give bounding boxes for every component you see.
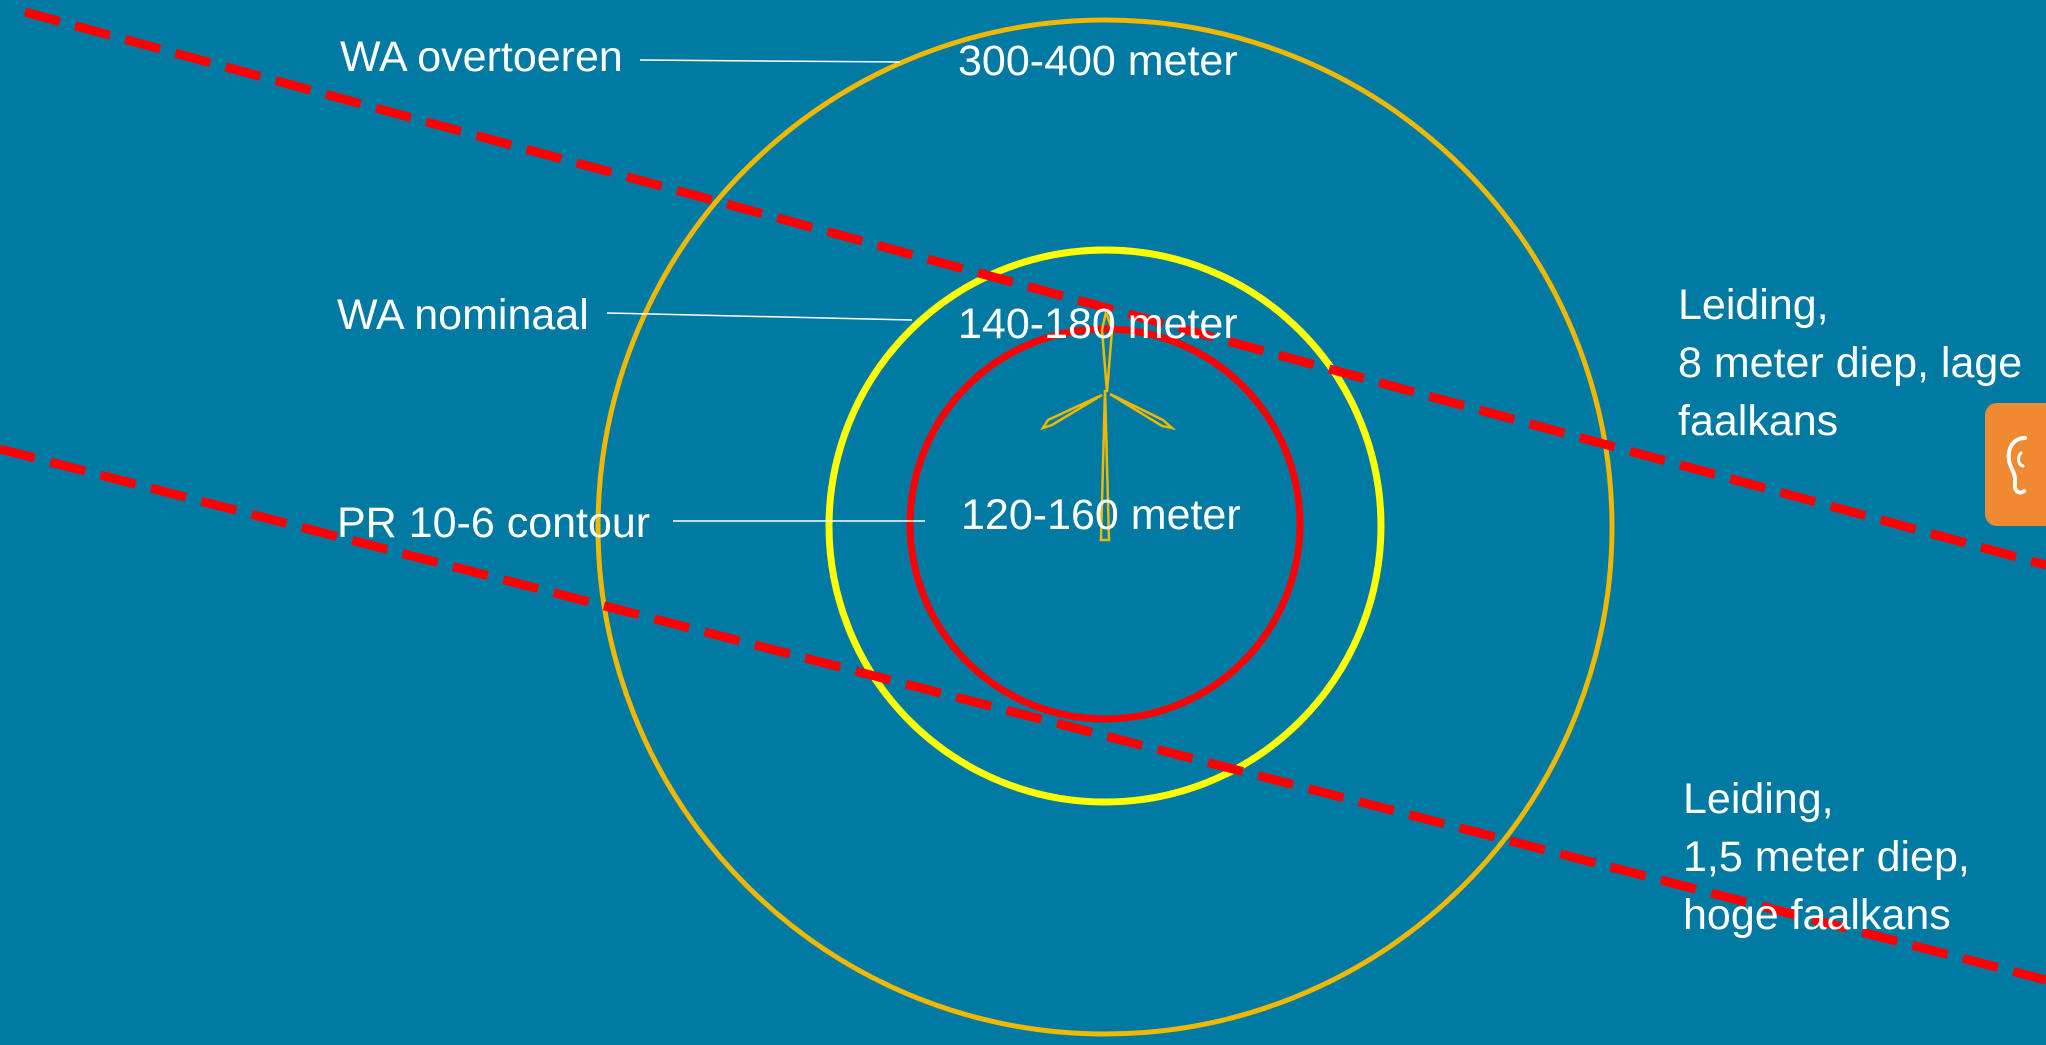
- distance-overtoeren: 300-400 meter: [958, 37, 1238, 85]
- pipeline-lower-line-3: hoge faalkans: [1683, 891, 1951, 939]
- pipeline-upper-line-2: 8 meter diep, lage: [1678, 339, 2023, 387]
- ear-icon: [2006, 436, 2027, 495]
- pipeline-lower-line-2: 1,5 meter diep,: [1683, 833, 1970, 881]
- circle-wa-overtoeren: [595, 17, 1615, 1037]
- distance-pr-contour: 120-160 meter: [961, 491, 1241, 539]
- distance-nominaal: 140-180 meter: [958, 300, 1238, 348]
- pipeline-upper-line-1: Leiding,: [1678, 281, 1829, 329]
- leader-line-overtoeren: [639, 59, 901, 63]
- pipeline-lower: [0, 444, 2046, 985]
- pipeline-upper: [23, 7, 2046, 570]
- label-wa-overtoeren: WA overtoeren: [340, 33, 623, 81]
- label-pipeline-lower: Leiding, 1,5 meter diep, hoge faalkans: [1683, 770, 1970, 944]
- pipeline-upper-line-3: faalkans: [1678, 397, 1839, 445]
- circle-wa-nominaal: [825, 246, 1385, 806]
- leader-line-nominaal: [606, 312, 913, 321]
- label-pipeline-upper: Leiding, 8 meter diep, lage faalkans: [1678, 276, 2022, 450]
- circle-pr-contour: [906, 325, 1304, 723]
- label-pr-contour: PR 10-6 contour: [337, 499, 651, 547]
- side-tab[interactable]: [1985, 403, 2046, 526]
- label-wa-nominaal: WA nominaal: [337, 291, 589, 339]
- pipeline-lower-line-1: Leiding,: [1683, 775, 1834, 823]
